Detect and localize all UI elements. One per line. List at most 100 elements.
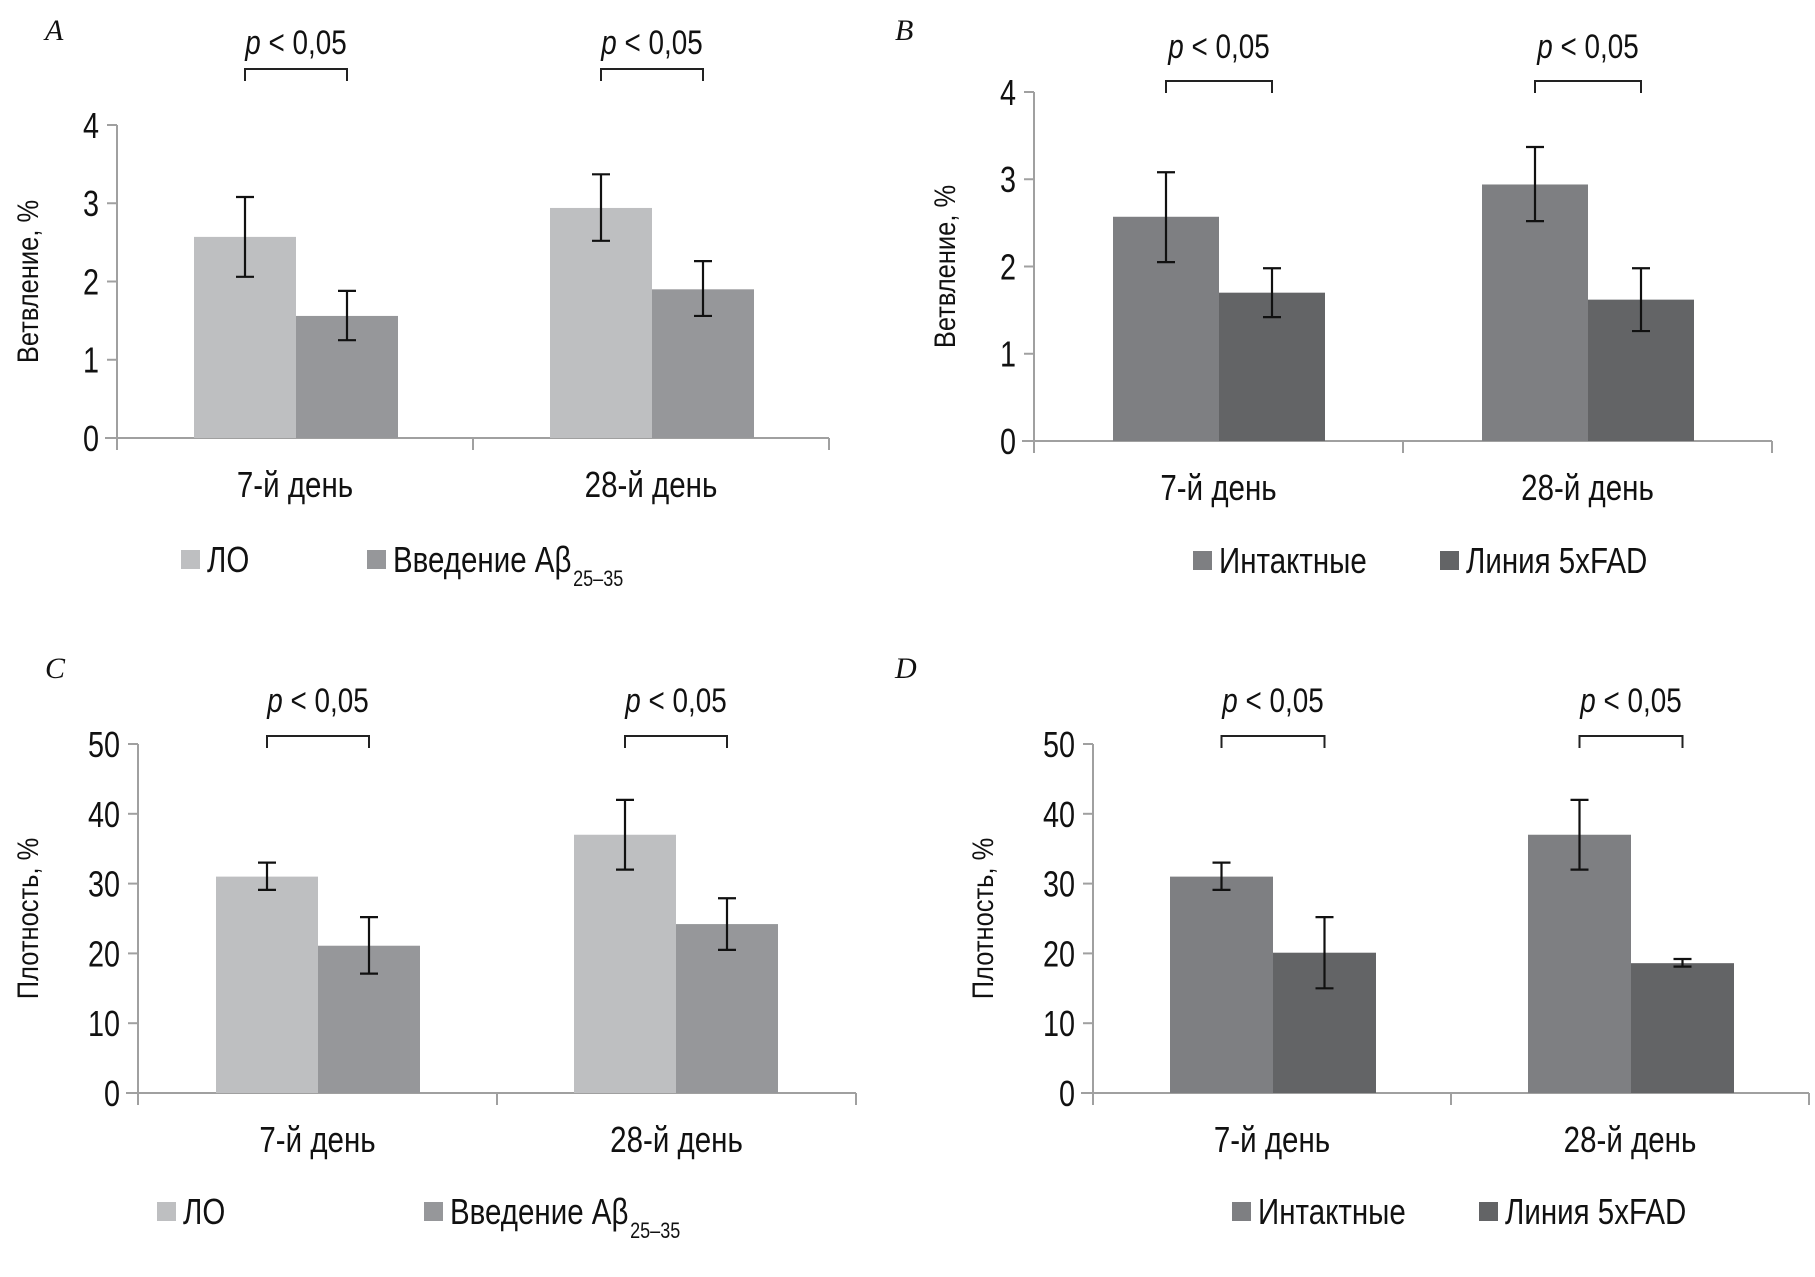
legend-item[interactable]: Интактные	[1232, 1191, 1406, 1232]
significance-label: p < 0,05	[1579, 681, 1681, 719]
legend-label: Введение Aβ25–35	[450, 1191, 680, 1243]
bar[interactable]	[1482, 184, 1588, 442]
bar[interactable]	[574, 834, 676, 1093]
y-axis-label: Плотность, %	[11, 838, 44, 1000]
significance-label: p < 0,05	[244, 23, 346, 61]
significance-bracket	[1578, 735, 1684, 748]
p-threshold: < 0,05	[283, 681, 369, 719]
legend-label: Линия 5xFAD	[1466, 540, 1647, 580]
y-tick-label: 2	[1000, 246, 1016, 287]
significance-label: p < 0,05	[1221, 681, 1323, 719]
legend-item[interactable]: ЛО	[181, 539, 249, 580]
legend-item[interactable]: Линия 5xFAD	[1440, 540, 1647, 581]
panel-label: D	[894, 652, 917, 685]
p-threshold: < 0,05	[1184, 27, 1270, 65]
legend-label-text: ЛО	[183, 1191, 225, 1231]
significance-bracket	[624, 735, 728, 748]
p-symbol: p	[600, 23, 616, 61]
legend-label: Введение Aβ25–35	[393, 539, 623, 591]
significance-bracket	[600, 68, 704, 81]
p-symbol: p	[1167, 27, 1183, 65]
y-axis-label: Плотность, %	[966, 838, 999, 1000]
legend-item[interactable]: Линия 5xFAD	[1479, 1191, 1686, 1232]
y-tick-label: 4	[1000, 72, 1016, 113]
y-tick-label: 2	[83, 261, 99, 302]
y-tick-label: 20	[1043, 933, 1075, 974]
legend-swatch	[1193, 551, 1212, 570]
p-threshold: < 0,05	[641, 681, 727, 719]
x-category-label: 7-й день	[1160, 467, 1276, 507]
legend-item[interactable]: Введение Aβ25–35	[424, 1191, 680, 1243]
significance-bracket	[1165, 80, 1273, 93]
legend-label-text: Введение Aβ	[393, 539, 571, 579]
legend-label: Линия 5xFAD	[1505, 1191, 1686, 1231]
legend-label: Интактные	[1219, 540, 1367, 580]
legend-label: ЛО	[207, 539, 249, 579]
legend-swatch	[1479, 1202, 1498, 1221]
p-symbol: p	[1579, 681, 1595, 719]
legend-swatch	[181, 550, 200, 569]
legend-swatch	[424, 1202, 443, 1221]
y-tick-label: 50	[88, 724, 120, 765]
chart-panel-a: A 0 1 2 3 4 Ветвление, % 7-й день p < 0,05 28-й д…	[11, 14, 830, 591]
y-tick-label: 4	[83, 105, 99, 146]
panel-label: A	[43, 14, 64, 47]
bar[interactable]	[1631, 963, 1734, 1093]
x-category-label: 28-й день	[1564, 1119, 1697, 1159]
legend-label-text: Интактные	[1219, 540, 1367, 580]
y-tick-label: 0	[83, 418, 99, 459]
bar[interactable]	[1528, 834, 1631, 1093]
significance-label: p < 0,05	[266, 681, 368, 719]
legend-item[interactable]: Интактные	[1193, 540, 1367, 581]
chart-panel-b: B 0 1 2 3 4 Ветвление, % 7-й день p < 0,05 28-й д…	[895, 14, 1773, 581]
significance-label: p < 0,05	[1167, 27, 1269, 65]
y-axis-label: Ветвление, %	[11, 200, 44, 363]
y-tick-label: 40	[1043, 794, 1075, 835]
chart-panel-c: C 0 10 20 30 40 50 Плотность, % 7-й день p < 0,05…	[11, 652, 857, 1243]
y-axis-label: Ветвление, %	[928, 185, 961, 348]
p-threshold: < 0,05	[617, 23, 703, 61]
significance-label: p < 0,05	[1536, 27, 1638, 65]
significance-bracket	[266, 735, 370, 748]
p-threshold: < 0,05	[1238, 681, 1324, 719]
y-tick-label: 20	[88, 933, 120, 974]
bar[interactable]	[550, 207, 652, 438]
y-tick-label: 0	[1000, 421, 1016, 462]
p-symbol: p	[244, 23, 260, 61]
y-tick-label: 3	[83, 183, 99, 224]
significance-label: p < 0,05	[624, 681, 726, 719]
bar[interactable]	[1170, 876, 1273, 1093]
x-category-label: 28-й день	[1521, 467, 1654, 507]
x-category-label: 7-й день	[259, 1119, 375, 1159]
panel-label: B	[895, 14, 913, 47]
x-category-label: 7-й день	[237, 464, 353, 504]
y-tick-label: 10	[88, 1003, 120, 1044]
p-symbol: p	[1536, 27, 1552, 65]
legend-swatch	[157, 1202, 176, 1221]
legend-swatch	[367, 550, 386, 569]
legend-label-text: Линия 5xFAD	[1505, 1191, 1686, 1231]
bar[interactable]	[676, 924, 778, 1093]
significance-label: p < 0,05	[600, 23, 702, 61]
p-threshold: < 0,05	[261, 23, 347, 61]
legend-label-text: ЛО	[207, 539, 249, 579]
y-tick-label: 1	[83, 340, 99, 381]
significance-bracket	[244, 68, 348, 81]
bar[interactable]	[216, 876, 318, 1093]
y-tick-label: 30	[88, 863, 120, 904]
p-symbol: p	[624, 681, 640, 719]
legend-item[interactable]: ЛО	[157, 1191, 225, 1232]
legend-swatch	[1232, 1202, 1251, 1221]
legend-swatch	[1440, 551, 1459, 570]
significance-bracket	[1220, 735, 1326, 748]
y-tick-label: 0	[1059, 1073, 1075, 1114]
y-tick-label: 1	[1000, 334, 1016, 375]
legend-label-subscript: 25–35	[573, 567, 623, 591]
y-tick-label: 30	[1043, 863, 1075, 904]
legend-item[interactable]: Введение Aβ25–35	[367, 539, 623, 591]
p-symbol: p	[266, 681, 282, 719]
panel-label: C	[45, 652, 66, 685]
y-tick-label: 50	[1043, 724, 1075, 765]
p-threshold: < 0,05	[1553, 27, 1639, 65]
